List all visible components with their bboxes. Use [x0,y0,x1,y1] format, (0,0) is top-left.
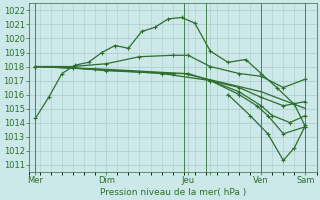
X-axis label: Pression niveau de la mer( hPa ): Pression niveau de la mer( hPa ) [100,188,246,197]
